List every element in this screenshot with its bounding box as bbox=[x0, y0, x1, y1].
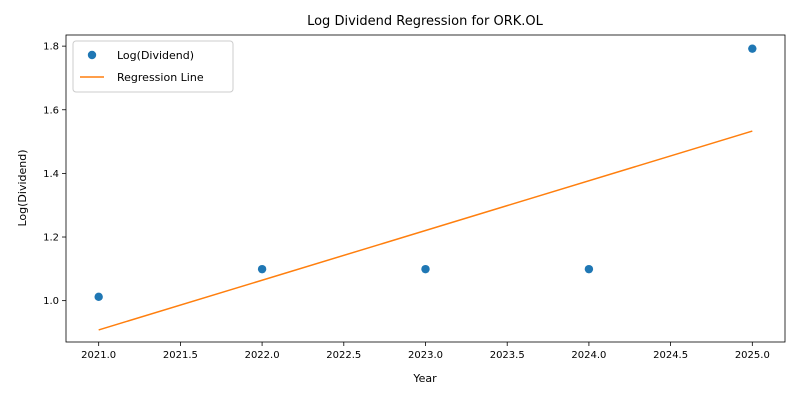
legend-label-log-dividend: Log(Dividend) bbox=[117, 49, 194, 62]
legend: Log(Dividend) Regression Line bbox=[72, 40, 234, 93]
x-tick-label: 2023.0 bbox=[408, 350, 443, 361]
x-tick-label: 2021.0 bbox=[81, 350, 116, 361]
x-tick-label: 2024.5 bbox=[653, 350, 688, 361]
chart-title: Log Dividend Regression for ORK.OL bbox=[307, 14, 544, 29]
regression-line bbox=[98, 130, 753, 331]
x-tick-label: 2025.0 bbox=[735, 350, 770, 361]
data-point bbox=[584, 264, 594, 274]
x-tick-label: 2023.5 bbox=[490, 350, 525, 361]
data-point bbox=[94, 292, 103, 302]
y-tick-label: 1.6 bbox=[43, 105, 59, 116]
y-axis-label: Log(Dividend) bbox=[16, 149, 29, 226]
x-tick-label: 2022.5 bbox=[326, 350, 361, 361]
legend-box bbox=[72, 40, 234, 93]
x-axis-label: Year bbox=[412, 372, 437, 385]
x-axis-ticks: 2021.0 2021.5 2022.0 2022.5 2023.0 2023.5 2024… bbox=[81, 342, 770, 361]
data-point bbox=[748, 44, 757, 53]
data-point bbox=[257, 264, 267, 274]
series-layer bbox=[94, 44, 757, 331]
y-tick-label: 1.8 bbox=[43, 42, 59, 53]
legend-label-regression-line: Regression Line bbox=[117, 71, 204, 84]
y-tick-label: 1.2 bbox=[43, 233, 59, 244]
data-point bbox=[421, 264, 430, 274]
x-tick-label: 2021.5 bbox=[163, 350, 198, 361]
y-axis-ticks: 1.0 1.2 1.4 1.6 1.8 bbox=[43, 42, 66, 307]
x-tick-label: 2024.0 bbox=[571, 350, 606, 361]
legend-marker-log-dividend bbox=[87, 50, 97, 60]
y-tick-label: 1.0 bbox=[43, 296, 59, 307]
y-tick-label: 1.4 bbox=[43, 169, 59, 180]
x-tick-label: 2022.0 bbox=[245, 350, 280, 361]
